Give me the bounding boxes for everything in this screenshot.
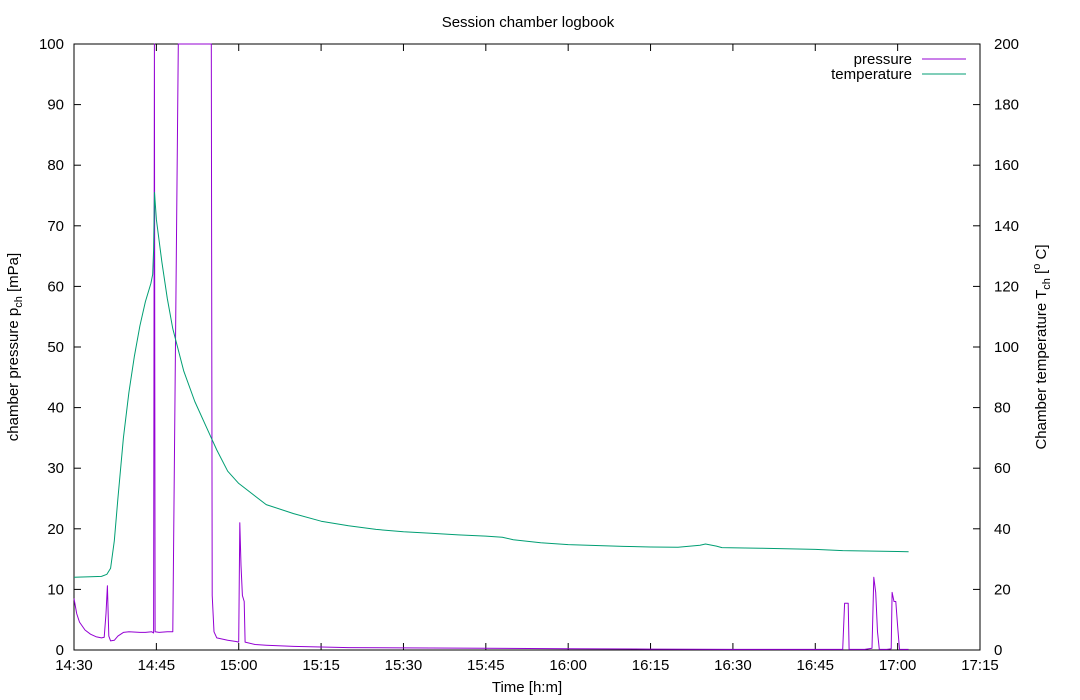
y-tick-label: 40 xyxy=(47,400,64,417)
y-tick-label: 70 xyxy=(47,218,64,235)
x-tick-label: 15:15 xyxy=(302,657,340,674)
series-line-temperature xyxy=(73,192,909,578)
y2-axis-label-unit: [ xyxy=(1033,269,1050,278)
y2-tick-label: 40 xyxy=(994,521,1011,538)
y2-tick-label: 160 xyxy=(994,157,1019,174)
series-line-pressure xyxy=(73,43,909,650)
y2-tick-label: 180 xyxy=(994,97,1019,114)
y2-tick-label: 100 xyxy=(994,339,1019,356)
y2-ticks: 0 20 40 60 80 100 120 140 160 180 200 xyxy=(973,36,1019,659)
x-tick-label: 17:00 xyxy=(879,657,917,674)
y-tick-label: 20 xyxy=(47,521,64,538)
x-ticks: 14:30 14:45 15:00 15:15 15:30 15:45 16:00 16:15… xyxy=(55,44,999,674)
legend-label-temperature: temperature xyxy=(831,66,912,83)
x-tick-label: 14:45 xyxy=(138,657,176,674)
y-tick-label: 10 xyxy=(47,581,64,598)
plot-frame xyxy=(73,43,981,651)
y2-tick-label: 200 xyxy=(994,36,1019,53)
y2-tick-label: 0 xyxy=(994,642,1002,659)
x-axis-label: Time [h:m] xyxy=(492,679,562,696)
x-tick-label: 16:15 xyxy=(632,657,670,674)
x-tick-label: 14:30 xyxy=(55,657,93,674)
y-tick-label: 0 xyxy=(56,642,64,659)
y2-tick-label: 80 xyxy=(994,400,1011,417)
y-axis-label-unit: [mPa] xyxy=(5,253,22,296)
x-tick-label: 17:15 xyxy=(961,657,999,674)
x-tick-label: 15:30 xyxy=(385,657,423,674)
x-tick-label: 16:00 xyxy=(549,657,587,674)
y2-tick-label: 120 xyxy=(994,278,1019,295)
y-tick-label: 30 xyxy=(47,460,64,477)
y2-tick-label: 60 xyxy=(994,460,1011,477)
chart-title: Session chamber logbook xyxy=(442,14,615,31)
x-tick-label: 16:30 xyxy=(714,657,752,674)
y2-axis-label: Chamber temperature Tch [o C] xyxy=(1031,244,1053,449)
y-tick-label: 100 xyxy=(39,36,64,53)
x-tick-label: 15:00 xyxy=(220,657,258,674)
y-ticks: 0 10 20 30 40 50 60 70 80 90 100 xyxy=(39,36,81,659)
y2-axis-label-unit-end: C] xyxy=(1033,244,1050,263)
y2-axis-label-sub: ch xyxy=(1041,278,1053,290)
y-tick-label: 50 xyxy=(47,339,64,356)
y-tick-label: 90 xyxy=(47,97,64,114)
y-tick-label: 60 xyxy=(47,278,64,295)
legend-label-pressure: pressure xyxy=(854,51,912,68)
y-tick-label: 80 xyxy=(47,157,64,174)
x-tick-label: 15:45 xyxy=(467,657,505,674)
y-axis-label-sub: ch xyxy=(13,296,25,308)
y2-axis-label-sup: o xyxy=(1031,264,1043,270)
y-axis-label: chamber pressure pch [mPa] xyxy=(5,253,25,441)
x-tick-label: 16:45 xyxy=(796,657,834,674)
series-layer xyxy=(73,43,909,650)
y2-tick-label: 20 xyxy=(994,581,1011,598)
y2-tick-label: 140 xyxy=(994,218,1019,235)
legend: pressure temperature xyxy=(831,51,966,83)
y2-axis-label-main: Chamber temperature T xyxy=(1033,290,1050,450)
y-axis-label-main: chamber pressure p xyxy=(5,308,22,441)
